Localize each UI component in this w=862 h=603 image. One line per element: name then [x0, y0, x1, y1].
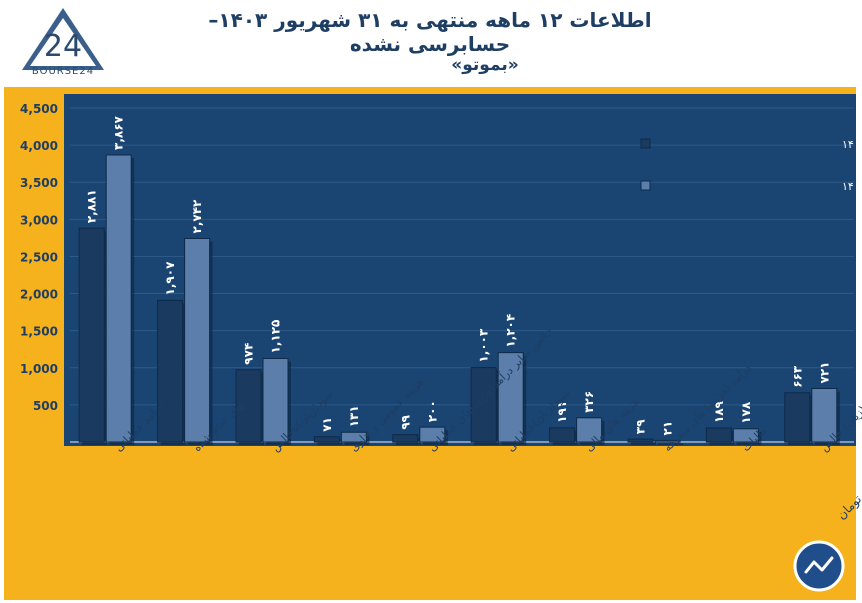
data-label: ۲۰۰: [425, 400, 439, 422]
y-tick-label: 500: [33, 399, 58, 413]
data-label: ۲,۸۸۱: [85, 189, 99, 223]
bar-1-5: [392, 434, 419, 443]
data-label: ۱,۱۲۵: [269, 320, 283, 354]
data-label: ۶۶۳: [790, 365, 804, 388]
data-label: ۳۹: [634, 419, 648, 434]
y-tick-label: 1,500: [20, 325, 58, 339]
bar-2-3: [262, 358, 289, 443]
logo-number: 24: [44, 29, 82, 64]
data-label: ۱۳۱: [347, 405, 361, 427]
bar-1-7: [549, 427, 576, 443]
data-label: ۱,۰۰۳: [477, 328, 491, 363]
bar-2-2: [184, 237, 211, 443]
y-tick-label: 3,000: [20, 213, 58, 227]
data-label: ۲۱: [661, 421, 675, 436]
trend-line-icon: [804, 556, 834, 574]
bar-2-8: [654, 439, 681, 443]
legend-swatch: [640, 180, 651, 191]
bar-1-6: [470, 367, 497, 443]
logo-text: BOURSE24: [31, 66, 95, 77]
bar-1-3: [235, 369, 262, 443]
bar-shadow: [658, 443, 683, 445]
logo-triangle-icon: 24: [22, 8, 104, 70]
bar-1-8: [627, 438, 654, 443]
bar-1-4: [313, 436, 340, 443]
y-tick-label: 3,500: [20, 176, 58, 190]
data-label: ۷۱: [320, 417, 334, 432]
bar-2-4: [340, 431, 367, 443]
page-subtitle: «بموتو»: [451, 55, 519, 75]
data-label: ۹۷۴: [242, 343, 256, 365]
data-label: ۳۲۶: [582, 391, 596, 413]
data-label: ۷۲۱: [817, 362, 831, 384]
bourse24-logo: 24: [18, 4, 108, 82]
bar-1-9: [705, 427, 732, 443]
data-label: ۲,۷۴۲: [190, 199, 204, 234]
legend-label: عملکرد منتهی به شهریور ۱۴۰۳: [842, 180, 862, 193]
y-tick-label: 4,500: [20, 102, 58, 116]
data-label: ۹۹: [398, 414, 412, 429]
y-tick-label: 1,000: [20, 362, 58, 376]
bar-2-10: [811, 387, 838, 443]
bar-shadow: [631, 442, 656, 445]
data-label: ۱,۲۰۴: [504, 314, 518, 348]
page-title: اطلاعات ۱۲ ماهه منتهی به ۳۱ شهریور ۱۴۰۳–…: [208, 8, 652, 56]
bar-1-2: [157, 299, 184, 443]
y-tick-label: 2,500: [20, 250, 58, 264]
data-label: ۱,۹۰۷: [163, 261, 177, 296]
bar-2-1: [105, 154, 132, 443]
data-label: ۱۸۹: [712, 400, 726, 423]
legend-label: عملکرد منتهی به شهریور ۱۴۰۲: [842, 138, 862, 151]
bar-2-7: [576, 417, 603, 443]
bar-2-5: [419, 426, 446, 443]
y-tick-label: 4,000: [20, 139, 58, 153]
y-tick-label: 2,000: [20, 288, 58, 302]
legend-swatch: [640, 138, 651, 149]
data-label: ۱۹۱: [555, 401, 569, 423]
bar-2-9: [732, 428, 759, 443]
data-label: ۱۷۸: [739, 401, 753, 424]
bar-1-1: [78, 227, 105, 443]
data-label: ۳,۸۶۷: [112, 115, 126, 150]
bar-1-10: [784, 392, 811, 443]
bar-2-6: [497, 352, 524, 443]
